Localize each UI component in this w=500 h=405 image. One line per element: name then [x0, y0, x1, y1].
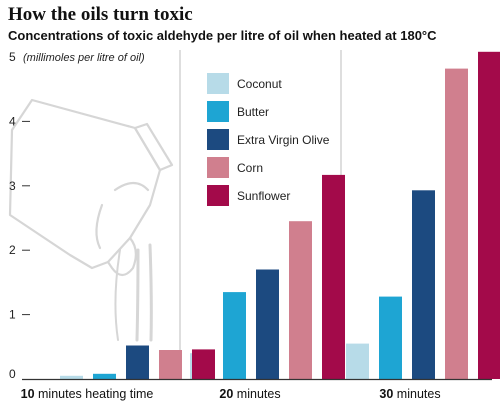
y-tick-label: 3: [9, 179, 16, 193]
bar-butter-group-2: [223, 292, 246, 379]
bars: [60, 51, 500, 380]
y-tick-label: 5: [9, 50, 16, 64]
legend-label: Corn: [237, 161, 263, 175]
bar-extra-virgin-olive-group-3: [412, 190, 435, 379]
bar-corn-group-2: [289, 221, 312, 379]
legend-swatch: [207, 101, 229, 122]
bar-butter-group-3: [379, 296, 402, 379]
bar-coconut-group-3: [346, 343, 369, 379]
bar-sunflower-group-3: [478, 51, 500, 380]
y-tick-label: 4: [9, 114, 16, 128]
legend-swatch: [207, 73, 229, 94]
chart-subtitle: Concentrations of toxic aldehyde per lit…: [8, 28, 437, 43]
legend-label: Extra Virgin Olive: [237, 133, 330, 147]
bar-sunflower-group-1: [192, 349, 215, 379]
legend-swatch: [207, 129, 229, 150]
chart-title: How the oils turn toxic: [8, 4, 193, 25]
legend-label: Butter: [237, 105, 269, 119]
oil-bottle-illustration: [8, 98, 174, 342]
y-tick-label: 1: [9, 308, 16, 322]
legend-label: Coconut: [237, 77, 282, 91]
axes: 0 1 2 3 4 5 10 minutes heating time 20 minutes 3…: [9, 50, 492, 401]
bar-corn-group-1: [159, 350, 182, 379]
x-category-label: 20 minutes: [219, 387, 280, 401]
y-tick-label: 0: [9, 367, 16, 381]
bar-butter-group-1: [93, 373, 116, 379]
legend: Coconut Butter Extra Virgin Olive Corn Sunfl…: [207, 73, 330, 206]
unit-label: (millimoles per litre of oil): [23, 52, 145, 64]
y-tick-label: 2: [9, 243, 16, 257]
bar-coconut-group-1: [60, 375, 83, 379]
bar-corn-group-3: [445, 68, 468, 379]
bar-extra-virgin-olive-group-2: [256, 269, 279, 379]
x-category-label: 10 minutes heating time: [21, 387, 154, 401]
x-category-label: 30 minutes: [379, 387, 440, 401]
legend-label: Sunflower: [237, 189, 290, 203]
legend-swatch: [207, 157, 229, 178]
bar-sunflower-group-2: [322, 174, 345, 379]
bar-extra-virgin-olive-group-1: [126, 345, 149, 379]
legend-swatch: [207, 185, 229, 206]
